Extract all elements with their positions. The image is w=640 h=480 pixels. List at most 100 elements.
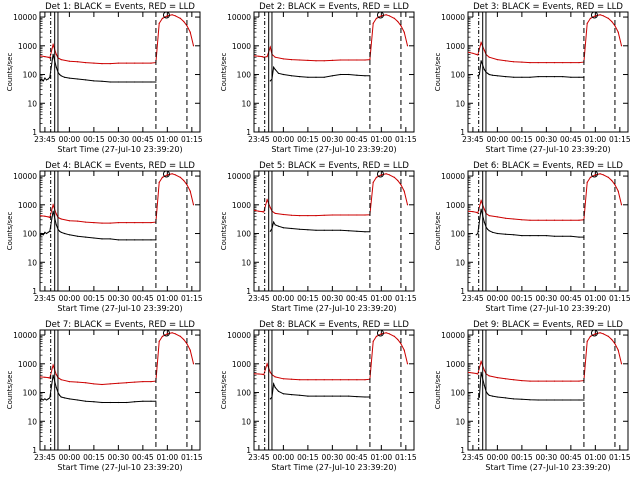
- data-point-lld: [186, 343, 188, 345]
- x-tick-label: 01:00: [157, 453, 179, 462]
- x-tick-label: 00:00: [59, 294, 81, 303]
- x-tick-label: 00:15: [83, 294, 105, 303]
- panel-det-3: Det 3: BLACK = Events, RED = LLD 1 10 100 10…: [434, 2, 631, 154]
- data-point-lld: [192, 45, 195, 47]
- data-point-events: [42, 234, 44, 236]
- x-tick-label: 00:00: [487, 294, 509, 303]
- data-point-lld: [589, 176, 592, 178]
- data-point-lld: [254, 209, 255, 211]
- data-point-lld: [339, 59, 342, 61]
- panel-det-2: Det 2: BLACK = Events, RED = LLD 1 10 100 10…: [220, 2, 417, 154]
- plot-frame: [39, 11, 201, 133]
- data-point-events: [274, 386, 276, 389]
- plot-frame: [253, 329, 415, 451]
- data-point-lld: [529, 62, 531, 64]
- data-point-events: [505, 76, 507, 78]
- data-point-lld: [611, 20, 613, 23]
- data-point-events: [331, 229, 333, 231]
- x-tick-label: 00:15: [297, 135, 319, 144]
- data-point-lld: [388, 174, 391, 176]
- data-point-lld: [400, 343, 402, 345]
- data-point-lld: [475, 53, 477, 56]
- y-axis-title: Counts/sec: [6, 53, 14, 92]
- x-tick-label: 23:45: [462, 294, 484, 303]
- x-tick-label: 00:00: [487, 453, 509, 462]
- data-point-events: [101, 238, 103, 240]
- data-point-events: [117, 239, 119, 241]
- data-point-lld: [161, 17, 163, 19]
- data-point-events: [273, 383, 275, 385]
- data-point-events: [59, 73, 61, 76]
- data-point-events: [562, 235, 564, 237]
- data-point-events: [60, 231, 62, 233]
- data-point-events: [45, 232, 48, 235]
- data-point-lld: [85, 382, 87, 384]
- data-point-lld: [266, 363, 268, 365]
- series-line-events: [269, 220, 370, 233]
- data-point-events: [125, 81, 128, 83]
- y-tick-label: 1: [460, 287, 465, 296]
- data-point-lld: [496, 59, 498, 61]
- data-point-lld: [594, 15, 596, 17]
- data-point-lld: [142, 222, 144, 224]
- data-point-lld: [617, 349, 619, 351]
- data-point-lld: [607, 176, 610, 178]
- peak-symbol: [162, 329, 170, 337]
- data-point-lld: [331, 59, 333, 62]
- x-tick-label: 00:15: [511, 294, 533, 303]
- data-point-lld: [475, 372, 477, 375]
- data-point-lld: [599, 173, 601, 175]
- data-point-lld: [513, 379, 515, 381]
- data-point-lld: [161, 335, 163, 337]
- data-point-events: [291, 227, 293, 230]
- data-point-events: [323, 76, 325, 78]
- data-point-events: [488, 230, 490, 232]
- data-point-events: [155, 400, 157, 402]
- data-point-lld: [49, 216, 51, 219]
- data-point-lld: [77, 381, 79, 383]
- x-tick-label: 00:45: [132, 453, 154, 462]
- peak-symbol: [162, 11, 170, 19]
- data-point-lld: [179, 17, 181, 19]
- x-tick-label: 01:00: [371, 453, 393, 462]
- y-tick-label: 1000: [446, 201, 465, 210]
- data-point-lld: [174, 15, 177, 17]
- data-point-events: [299, 228, 301, 230]
- x-axis-title: Start Time (27-Jul-10 23:39:20): [57, 463, 182, 472]
- data-point-lld: [496, 216, 498, 218]
- data-point-events: [45, 399, 48, 401]
- data-point-lld: [47, 377, 49, 379]
- panel-title: Det 7: BLACK = Events, RED = LLD: [45, 320, 195, 330]
- panel-title: Det 9: BLACK = Events, RED = LLD: [473, 320, 623, 330]
- data-point-lld: [356, 214, 358, 216]
- data-point-lld: [40, 55, 41, 57]
- data-point-lld: [183, 179, 185, 182]
- data-point-events: [117, 401, 119, 404]
- data-point-lld: [307, 59, 309, 62]
- data-point-lld: [323, 214, 325, 216]
- y-tick-label: 100: [23, 230, 38, 239]
- data-point-lld: [380, 15, 382, 17]
- x-tick-label: 00:30: [322, 294, 344, 303]
- series-line-events: [40, 375, 156, 403]
- data-point-lld: [166, 174, 168, 176]
- data-point-events: [44, 77, 46, 79]
- data-point-events: [521, 235, 523, 237]
- x-tick-label: 00:30: [108, 135, 130, 144]
- series-line-events: [477, 60, 584, 78]
- x-tick-label: 00:15: [83, 453, 105, 462]
- data-point-events: [93, 237, 95, 239]
- x-tick-label: 00:30: [108, 453, 130, 462]
- x-tick-label: 01:00: [157, 294, 179, 303]
- data-point-lld: [607, 17, 610, 19]
- y-tick-label: 1: [32, 128, 37, 137]
- data-point-lld: [40, 376, 41, 378]
- data-point-lld: [315, 215, 317, 217]
- data-point-lld: [372, 340, 374, 342]
- data-point-lld: [480, 200, 482, 202]
- data-point-lld: [282, 58, 284, 60]
- data-point-events: [68, 77, 70, 79]
- data-point-lld: [47, 216, 49, 218]
- x-tick-label: 01:00: [585, 294, 607, 303]
- x-tick-label: 00:30: [536, 135, 558, 144]
